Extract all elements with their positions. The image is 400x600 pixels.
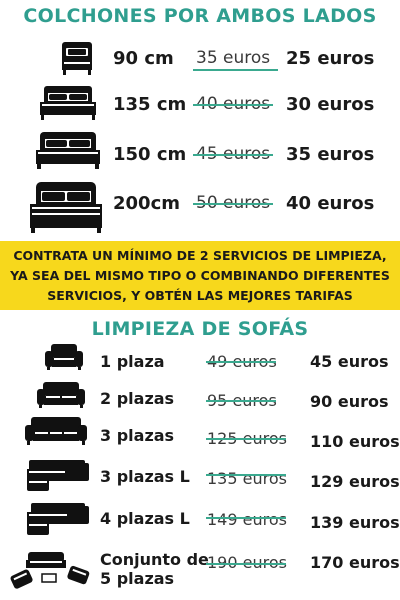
sofa-new-price: 45 euros: [310, 352, 389, 371]
promo-banner: CONTRATA UN MÍNIMO DE 2 SERVICIOS DE LIM…: [0, 241, 400, 310]
strikethrough-line: [206, 517, 286, 519]
l-sofa-large-icon: [25, 500, 91, 538]
armchair-icon: [43, 343, 85, 371]
sofa-row-2-plazas: 2 plazas 95 euros 90 euros: [0, 381, 400, 421]
mattress-old-price: 35 euros: [196, 48, 271, 68]
strikethrough-line: [206, 563, 286, 565]
mattress-row-150: 150 cm 45 euros 35 euros: [0, 130, 400, 170]
sofa-name: 3 plazas: [100, 426, 175, 445]
king-bed-icon: [28, 180, 104, 234]
sofa-name-line: Conjunto de: [100, 550, 209, 569]
double-bed-icon: [38, 84, 98, 120]
mattress-new-price: 30 euros: [286, 94, 375, 115]
mattress-size: 135 cm: [113, 94, 187, 115]
sofa-row-3-plazas: 3 plazas 125 euros 110 euros: [0, 416, 400, 456]
mattress-new-price: 25 euros: [286, 48, 375, 69]
promo-banner-line: SERVICIOS, Y OBTÉN LAS MEJORES TARIFAS: [47, 288, 353, 303]
sofa-row-conjunto-5-plazas: Conjunto de 5 plazas 190 euros 170 euros: [0, 546, 400, 600]
sofa-name: 2 plazas: [100, 389, 175, 408]
sofa-section-title: LIMPIEZA DE SOFÁS: [91, 318, 309, 340]
sofa-new-price: 110 euros: [310, 432, 400, 451]
mattress-row-90: 90 cm 35 euros 25 euros: [0, 40, 400, 80]
mattress-new-price: 40 euros: [286, 193, 375, 214]
sofa-name: Conjunto de 5 plazas: [100, 550, 209, 588]
sofa-new-price: 139 euros: [310, 513, 400, 532]
mattress-size: 150 cm: [113, 144, 187, 165]
strikethrough-line: [206, 474, 286, 476]
strikethrough-line: [193, 154, 273, 156]
sofa-name: 1 plaza: [100, 352, 165, 371]
single-bed-icon: [58, 40, 98, 76]
sofa-row-1-plaza: 1 plaza 49 euros 45 euros: [0, 343, 400, 383]
promo-banner-text: CONTRATA UN MÍNIMO DE 2 SERVICIOS DE LIM…: [10, 246, 390, 306]
sofa-row-4-plazas-l: 4 plazas L 149 euros 139 euros: [0, 500, 400, 540]
sofa-new-price: 170 euros: [310, 553, 400, 572]
sofa-old-price: 149 euros: [207, 510, 287, 529]
sofa-new-price: 90 euros: [310, 392, 389, 411]
queen-bed-icon: [34, 130, 102, 170]
sofa-icon: [23, 416, 89, 446]
sofa-old-price: 190 euros: [207, 553, 287, 572]
mattress-row-200: 200cm 50 euros 40 euros: [0, 180, 400, 233]
strikethrough-line: [193, 104, 273, 106]
mattress-new-price: 35 euros: [286, 144, 375, 165]
strikethrough-line: [193, 69, 278, 71]
sofa-name: 4 plazas L: [100, 509, 190, 528]
sofa-set-icon: [8, 550, 94, 592]
strikethrough-line: [193, 203, 273, 205]
promo-banner-line: CONTRATA UN MÍNIMO DE 2 SERVICIOS DE LIM…: [13, 248, 387, 263]
mattress-section-title: COLCHONES POR AMBOS LADOS: [23, 5, 377, 27]
strikethrough-line: [206, 400, 276, 402]
l-sofa-icon: [25, 457, 91, 493]
sofa-old-price: 135 euros: [207, 469, 287, 488]
sofa-name-line: 5 plazas: [100, 569, 175, 588]
strikethrough-line: [206, 438, 286, 440]
mattress-size: 90 cm: [113, 48, 174, 69]
sofa-new-price: 129 euros: [310, 472, 400, 491]
mattress-size: 200cm: [113, 193, 180, 214]
mattress-row-135: 135 cm 40 euros 30 euros: [0, 84, 400, 124]
promo-banner-line: YA SEA DEL MISMO TIPO O COMBINANDO DIFER…: [10, 268, 390, 283]
loveseat-icon: [35, 381, 87, 409]
sofa-row-3-plazas-l: 3 plazas L 135 euros 129 euros: [0, 457, 400, 497]
strikethrough-line: [206, 361, 276, 363]
sofa-name: 3 plazas L: [100, 467, 190, 486]
